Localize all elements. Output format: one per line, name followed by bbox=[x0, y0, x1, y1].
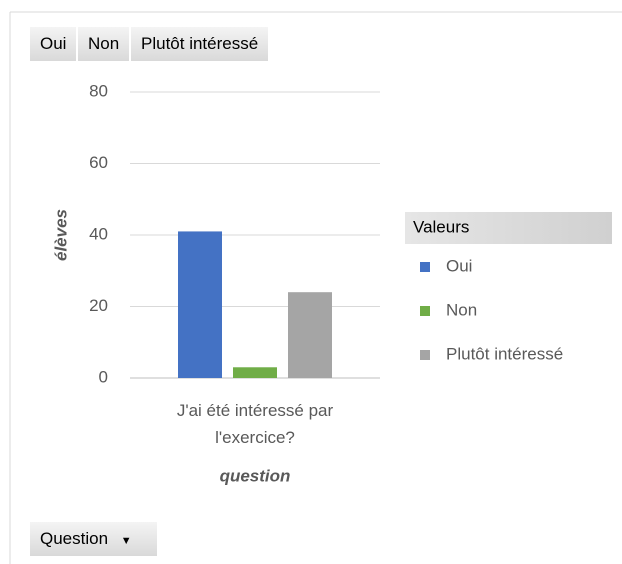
field-button[interactable]: Plutôt intéressé bbox=[131, 27, 270, 61]
legend-swatch bbox=[420, 306, 430, 316]
legend-swatch bbox=[420, 262, 430, 272]
x-axis-title: question bbox=[220, 466, 291, 485]
field-button[interactable]: Oui bbox=[30, 27, 78, 61]
legend-label: Oui bbox=[446, 256, 472, 275]
filter-button[interactable]: Question ▼ bbox=[30, 522, 158, 556]
y-tick-label: 20 bbox=[89, 296, 108, 315]
field-button[interactable]: Non bbox=[78, 27, 131, 61]
y-axis-title: élèves bbox=[51, 209, 70, 261]
bar bbox=[288, 292, 332, 378]
bar bbox=[178, 231, 222, 378]
legend-title: Valeurs bbox=[413, 217, 469, 236]
x-tick-label: J'ai été intéressé par l'exercice? bbox=[176, 401, 334, 447]
bar bbox=[233, 367, 277, 378]
y-tick-label: 40 bbox=[89, 224, 108, 243]
legend-swatch bbox=[420, 350, 430, 360]
filter-label: Question bbox=[40, 529, 109, 548]
dropdown-arrow: ▼ bbox=[120, 535, 132, 547]
y-tick-label: 80 bbox=[89, 81, 108, 100]
y-tick-label: 60 bbox=[89, 153, 108, 172]
legend-label: Non bbox=[446, 300, 477, 319]
y-tick-label: 0 bbox=[99, 367, 108, 386]
legend-title-box bbox=[405, 212, 612, 244]
legend-label: Plutôt intéressé bbox=[446, 344, 563, 363]
